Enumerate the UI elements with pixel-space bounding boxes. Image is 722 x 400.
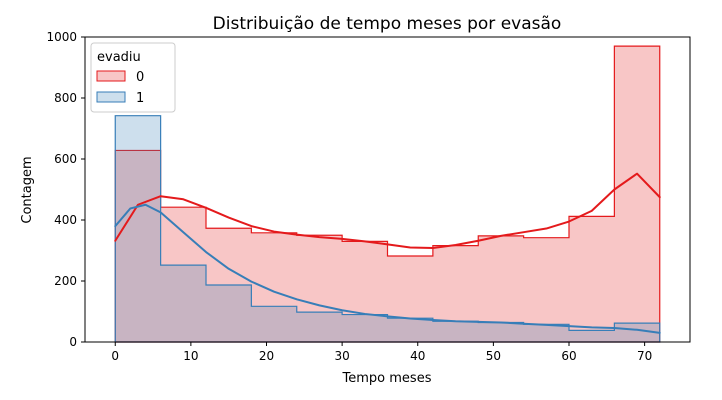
x-tick-label: 60 xyxy=(561,349,576,363)
legend-label-1: 1 xyxy=(136,91,144,106)
legend-swatch-0 xyxy=(96,70,126,82)
y-tick-label: 200 xyxy=(54,274,77,288)
y-axis-label: Contagem xyxy=(20,156,35,223)
legend-label-0: 0 xyxy=(136,70,144,85)
legend-box xyxy=(90,42,176,113)
x-axis-label: Tempo meses xyxy=(342,371,432,386)
x-tick-label: 40 xyxy=(410,349,425,363)
x-tick-label: 70 xyxy=(637,349,652,363)
kde-line-series-1 xyxy=(114,203,661,334)
legend: evadiu 0 1 xyxy=(90,42,176,113)
histogram-series-1 xyxy=(114,115,661,343)
legend-swatch-1 xyxy=(96,91,126,103)
y-tick-label: 0 xyxy=(69,335,77,349)
y-tick-label: 400 xyxy=(54,213,77,227)
x-tick-label: 0 xyxy=(111,349,119,363)
x-axis: 0 10 20 30 40 50 60 70 xyxy=(111,342,652,363)
chart-title: Distribuição de tempo meses por evasão xyxy=(213,14,562,34)
legend-title: evadiu xyxy=(97,50,141,65)
x-tick-label: 10 xyxy=(183,349,198,363)
x-tick-label: 30 xyxy=(334,349,349,363)
y-axis: 0 200 400 600 800 1000 xyxy=(46,30,85,349)
y-tick-label: 1000 xyxy=(46,30,77,44)
plot-area xyxy=(114,45,661,343)
x-tick-label: 20 xyxy=(259,349,274,363)
y-tick-label: 600 xyxy=(54,152,77,166)
y-tick-label: 800 xyxy=(54,91,77,105)
x-tick-label: 50 xyxy=(486,349,501,363)
plot-frame xyxy=(84,36,691,343)
histogram-series-0 xyxy=(114,45,661,343)
kde-line-series-0 xyxy=(114,172,661,250)
